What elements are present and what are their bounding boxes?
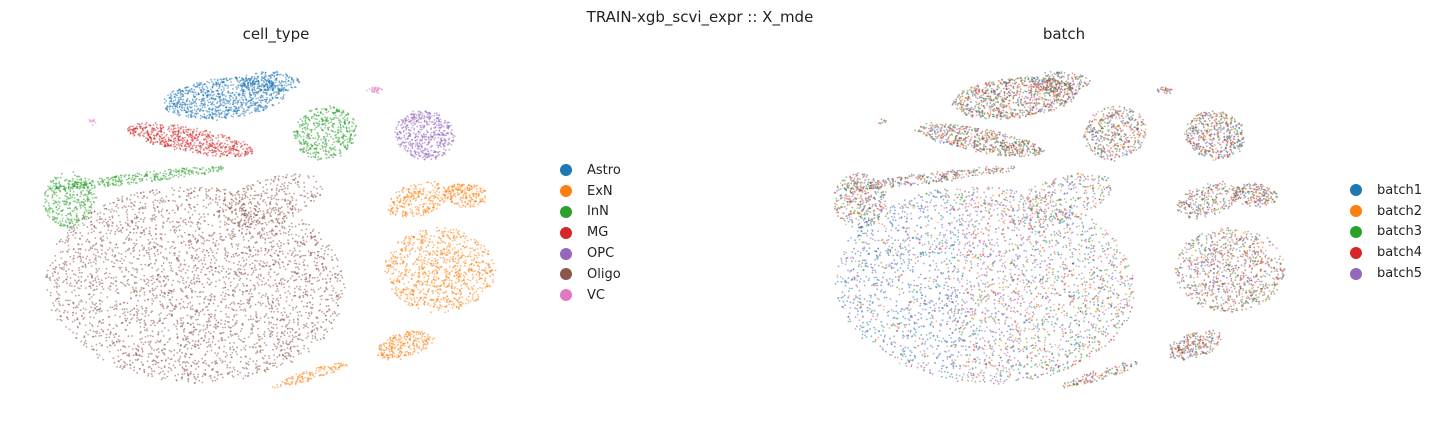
batch-point-cluster — [833, 172, 887, 229]
batch-point-cluster — [878, 118, 888, 125]
batch-point-cluster — [834, 186, 1135, 385]
astro-point-cluster — [240, 70, 301, 92]
cell-type-legend-entry: ExN — [560, 181, 621, 202]
legend-marker-icon — [560, 185, 572, 198]
cell-type-legend-entry: OPC — [560, 243, 621, 264]
batch-point-cluster — [843, 165, 1016, 191]
exn-point-cluster — [443, 183, 487, 209]
opc-point-cluster — [394, 110, 456, 161]
legend-label: Oligo — [587, 266, 621, 282]
batch-point-cluster — [1176, 180, 1239, 220]
exn-point-cluster — [387, 180, 451, 218]
batch-point-cluster — [1174, 226, 1286, 313]
legend-label: batch2 — [1377, 203, 1422, 219]
batch-legend-entry: batch1 — [1350, 180, 1422, 201]
legend-label: OPC — [587, 246, 615, 262]
cell-type-panel-title: cell_type — [242, 25, 310, 43]
cell-type-legend-entry: Astro — [560, 160, 621, 181]
batch-point-cluster — [1169, 329, 1222, 361]
cell-type-legend-entry: Oligo — [560, 264, 621, 285]
vc-point-cluster — [88, 118, 97, 126]
batch-point-cluster — [1156, 86, 1174, 95]
legend-label: MG — [587, 225, 609, 241]
figure-suptitle: TRAIN-xgb_scvi_expr :: X_mde — [586, 8, 814, 26]
legend-label: batch3 — [1377, 224, 1422, 240]
batch-point-cluster — [1028, 71, 1091, 94]
legend-marker-icon — [1350, 225, 1362, 238]
legend-marker-icon — [1350, 205, 1362, 218]
legend-label: InN — [587, 204, 609, 220]
astro-point-cluster — [163, 76, 287, 122]
inn-point-cluster — [51, 165, 225, 191]
batch-legend-entry: batch5 — [1350, 263, 1422, 284]
legend-label: batch4 — [1377, 245, 1422, 261]
cell-type-legend: Astro ExN InN MG OPC Oligo VC — [560, 160, 621, 306]
exn-point-cluster — [272, 362, 349, 389]
legend-marker-icon — [1350, 267, 1362, 280]
oligo-point-cluster — [216, 173, 324, 228]
legend-marker-icon — [560, 164, 572, 177]
batch-legend-entry: batch3 — [1350, 222, 1422, 243]
batch-point-cluster — [1232, 182, 1278, 208]
inn-point-cluster — [293, 105, 358, 161]
legend-marker-icon — [560, 226, 572, 239]
batch-point-cluster — [1184, 110, 1246, 162]
legend-label: ExN — [587, 183, 613, 199]
legend-label: VC — [587, 287, 605, 303]
batch-legend-entry: batch2 — [1350, 201, 1422, 222]
exn-point-cluster — [377, 330, 435, 361]
vc-point-cluster — [366, 86, 384, 95]
batch-legend-entry: batch4 — [1350, 242, 1422, 263]
cell-type-scatter-plot — [43, 70, 497, 389]
legend-marker-icon — [560, 268, 572, 281]
legend-marker-icon — [1350, 246, 1362, 259]
batch-point-cluster — [1082, 105, 1147, 162]
batch-point-cluster — [1008, 172, 1112, 228]
batch-legend: batch1 batch2 batch3 batch4 batch5 — [1350, 180, 1422, 284]
legend-marker-icon — [1350, 184, 1362, 197]
exn-point-cluster — [384, 226, 497, 314]
batch-point-cluster — [1062, 360, 1138, 389]
legend-label: batch5 — [1377, 266, 1422, 282]
legend-label: batch1 — [1377, 182, 1422, 198]
batch-point-cluster — [914, 122, 1045, 158]
oligo-point-cluster — [45, 186, 346, 384]
batch-scatter-plot — [833, 71, 1286, 389]
legend-marker-icon — [560, 247, 572, 260]
legend-marker-icon — [560, 289, 572, 302]
mg-point-cluster — [126, 121, 254, 158]
legend-marker-icon — [560, 205, 572, 218]
cell-type-legend-entry: VC — [560, 285, 621, 306]
legend-label: Astro — [587, 162, 621, 178]
cell-type-legend-entry: InN — [560, 202, 621, 223]
cell-type-legend-entry: MG — [560, 222, 621, 243]
batch-panel-title: batch — [1042, 25, 1086, 43]
